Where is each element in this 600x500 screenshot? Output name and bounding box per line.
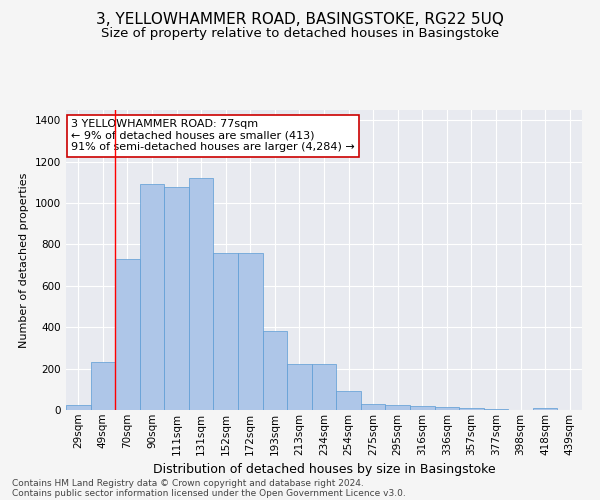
Bar <box>66 405 91 410</box>
Bar <box>263 332 287 410</box>
Bar <box>164 186 189 410</box>
Bar <box>115 259 140 410</box>
Bar <box>140 184 164 410</box>
Bar <box>238 253 263 410</box>
Bar <box>484 409 508 410</box>
Bar <box>214 253 238 410</box>
Bar <box>336 392 361 410</box>
Text: 3 YELLOWHAMMER ROAD: 77sqm
← 9% of detached houses are smaller (413)
91% of semi: 3 YELLOWHAMMER ROAD: 77sqm ← 9% of detac… <box>71 119 355 152</box>
X-axis label: Distribution of detached houses by size in Basingstoke: Distribution of detached houses by size … <box>152 463 496 476</box>
Bar <box>459 408 484 410</box>
Y-axis label: Number of detached properties: Number of detached properties <box>19 172 29 348</box>
Bar <box>91 362 115 410</box>
Bar <box>361 404 385 410</box>
Bar <box>189 178 214 410</box>
Bar <box>385 405 410 410</box>
Bar <box>287 364 312 410</box>
Bar <box>533 408 557 410</box>
Text: Size of property relative to detached houses in Basingstoke: Size of property relative to detached ho… <box>101 28 499 40</box>
Bar <box>410 406 434 410</box>
Text: Contains public sector information licensed under the Open Government Licence v3: Contains public sector information licen… <box>12 488 406 498</box>
Text: 3, YELLOWHAMMER ROAD, BASINGSTOKE, RG22 5UQ: 3, YELLOWHAMMER ROAD, BASINGSTOKE, RG22 … <box>96 12 504 28</box>
Bar <box>434 407 459 410</box>
Bar <box>312 364 336 410</box>
Text: Contains HM Land Registry data © Crown copyright and database right 2024.: Contains HM Land Registry data © Crown c… <box>12 478 364 488</box>
